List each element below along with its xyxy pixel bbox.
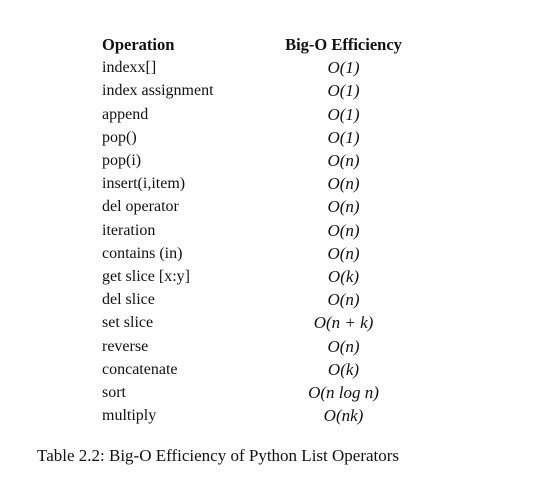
table-row: concatenate O(k) [102, 358, 422, 381]
efficiency-cell: O(n) [327, 220, 360, 240]
operation-cell: insert(i,item) [102, 175, 186, 193]
operation-cell: reverse [102, 337, 149, 355]
efficiency-cell: O(nk) [323, 406, 364, 426]
table-row: reverse O(n) [102, 335, 422, 358]
operation-cell: del slice [102, 291, 155, 309]
efficiency-cell: O(1) [327, 127, 360, 147]
operation-cell: indexx[] [102, 59, 157, 77]
operation-cell: contains (in) [102, 244, 183, 262]
operation-cell: set slice [102, 314, 154, 332]
operation-cell: sort [102, 384, 126, 402]
table-caption: Table 2.2: Big-O Efficiency of Python Li… [37, 446, 400, 465]
table-row: pop(i) O(n) [102, 149, 422, 172]
operation-cell: pop(i) [102, 152, 142, 170]
efficiency-header: Big-O Efficiency [285, 35, 402, 54]
table-row: del operator O(n) [102, 195, 422, 218]
operation-cell: index assignment [102, 82, 214, 100]
table-row: append O(1) [102, 103, 422, 126]
operation-cell: append [102, 105, 149, 123]
efficiency-cell: O(n) [327, 174, 360, 194]
efficiency-cell: O(n) [327, 243, 360, 263]
table-row: get slice [x:y] O(k) [102, 265, 422, 288]
operation-cell: del operator [102, 198, 179, 216]
table-row: insert(i,item) O(n) [102, 172, 422, 195]
efficiency-cell: O(n log n) [308, 383, 379, 403]
efficiency-cell: O(k) [327, 359, 360, 379]
efficiency-cell: O(n) [327, 290, 360, 310]
table-row: pop() O(1) [102, 126, 422, 149]
efficiency-cell: O(k) [327, 267, 360, 287]
operation-cell: multiply [102, 407, 157, 425]
operation-header: Operation [102, 35, 175, 54]
operation-cell: concatenate [102, 360, 178, 378]
efficiency-cell: O(1) [327, 81, 360, 101]
table-row: contains (in) O(n) [102, 242, 422, 265]
table-row: sort O(n log n) [102, 381, 422, 404]
efficiency-cell: O(n + k) [313, 313, 374, 333]
table-row: index assignment O(1) [102, 79, 422, 102]
big-o-table: Operation Big-O Efficiency indexx[] O(1)… [102, 33, 422, 427]
table-row: indexx[] O(1) [102, 56, 422, 79]
efficiency-cell: O(n) [327, 151, 360, 171]
operation-cell: get slice [x:y] [102, 268, 190, 286]
efficiency-cell: O(n) [327, 197, 360, 217]
table-row: multiply O(nk) [102, 404, 422, 427]
operation-cell: iteration [102, 221, 156, 239]
efficiency-cell: O(1) [327, 58, 360, 78]
efficiency-cell: O(1) [327, 104, 360, 124]
table-row: iteration O(n) [102, 219, 422, 242]
table-row: set slice O(n + k) [102, 311, 422, 334]
table-row: del slice O(n) [102, 288, 422, 311]
efficiency-cell: O(n) [327, 336, 360, 356]
operation-cell: pop() [102, 128, 137, 146]
table-header-row: Operation Big-O Efficiency [102, 33, 422, 56]
